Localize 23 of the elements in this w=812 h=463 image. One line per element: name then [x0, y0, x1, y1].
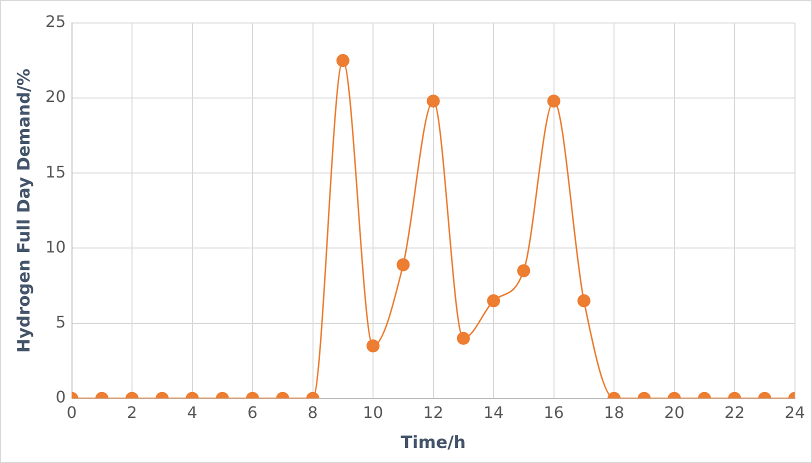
y-tick-label: 25 [45, 12, 66, 32]
y-tick-label: 20 [45, 87, 66, 106]
x-tick-label: 14 [483, 403, 504, 422]
x-tick-label: 8 [308, 403, 318, 422]
x-tick-label: 2 [126, 403, 138, 422]
x-tick-label: 18 [604, 403, 624, 422]
y-tick-label: 5 [56, 312, 66, 332]
x-tick-label: 20 [664, 403, 684, 422]
x-tick-label: 12 [423, 403, 444, 422]
point [426, 94, 440, 108]
x-axis-title: Time/h [400, 433, 466, 454]
y-tick-label: 0 [56, 388, 66, 407]
x-tick-label: 22 [724, 403, 745, 422]
point [336, 54, 350, 68]
x-tick-label: 16 [544, 403, 564, 422]
point [547, 94, 560, 108]
y-axis-title: Hydrogen Full Day Demand/% [14, 68, 35, 353]
x-tick-label: 24 [784, 403, 805, 422]
y-tick-label: 15 [45, 162, 66, 182]
x-tick-label: 4 [187, 403, 198, 422]
x-tick-label: 10 [362, 403, 384, 422]
x-tick-label: 6 [247, 403, 258, 422]
y-tick-label: 10 [45, 237, 66, 256]
